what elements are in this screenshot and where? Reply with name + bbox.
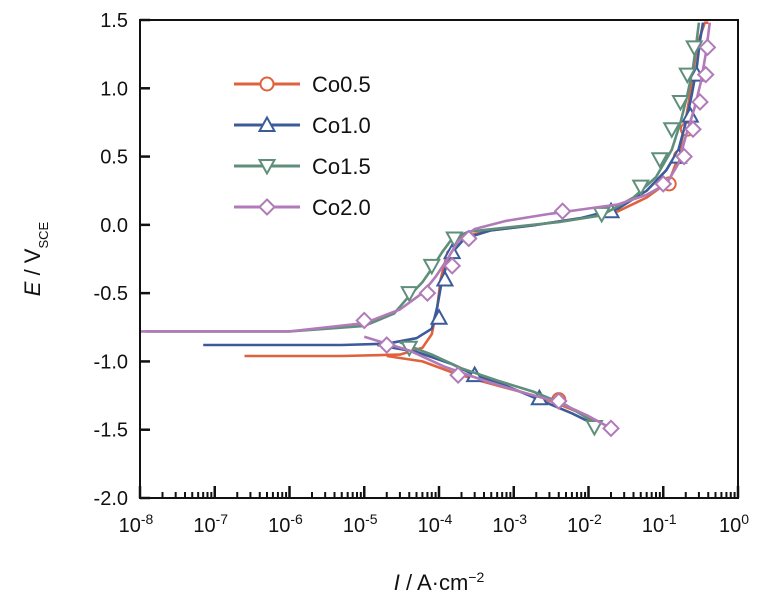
x-axis-title-exponent: −2 (468, 569, 484, 585)
legend-marker (258, 198, 276, 216)
x-tick-label-exponent: -2 (589, 511, 602, 527)
series-point-Co2.0-cathodic (377, 336, 396, 354)
x-axis-title-symbol: I (394, 570, 400, 595)
series-point-Co2.0 (691, 93, 709, 111)
y-tick-label: 1.0 (100, 78, 128, 100)
series-line-Co0.5-cathodic (386, 354, 601, 426)
x-axis-title-unit: / A·cm (400, 570, 468, 595)
series-layer (140, 21, 717, 438)
series-point-Co1.5-cathodic (585, 419, 604, 437)
series-point-Co2.0 (696, 65, 715, 84)
legend-marker (257, 115, 277, 132)
series-point-Co2.0 (355, 311, 374, 330)
series-point-Co2.0 (684, 120, 702, 139)
x-tick-label: 10-1 (642, 511, 677, 537)
series-point-Co2.0 (443, 256, 462, 275)
x-tick-label-exponent: 0 (741, 511, 749, 527)
series-point-Co1.0 (429, 308, 449, 325)
x-tick-label-exponent: -5 (365, 511, 378, 527)
series-point-Co2.0 (459, 229, 478, 248)
legend-label: Co1.0 (312, 113, 371, 138)
series-point-Co1.5 (422, 258, 441, 276)
legend-label: Co1.5 (312, 154, 371, 179)
x-tick-label-base: 10 (567, 515, 589, 537)
x-tick-label-exponent: -3 (515, 511, 528, 527)
series-point-Co2.0-cathodic (549, 392, 568, 410)
tick-labels-layer: 10-8 10-7 10-6 10-5 10-4 10-3 10-2 10-1 1001.51.… (94, 10, 750, 537)
series-point-Co1.5 (662, 122, 681, 139)
y-tick-label: 0.0 (100, 215, 128, 237)
y-tick-label: 0.5 (100, 147, 128, 169)
x-tick-label-base: 10 (418, 515, 440, 537)
x-tick-label-base: 10 (343, 515, 365, 537)
series-point-Co1.5 (631, 179, 650, 197)
series-line-Co1.0-cathodic (377, 343, 595, 426)
x-tick-label-base: 10 (119, 515, 141, 537)
series-line-Co1.0 (203, 22, 705, 347)
series-point-Co1.0 (435, 269, 455, 287)
series-line-Co2.0 (140, 22, 712, 333)
x-tick-label: 10-2 (567, 511, 602, 537)
x-tick-label-base: 10 (193, 515, 215, 537)
series-point-Co1.5 (671, 94, 690, 112)
x-tick-label-exponent: -6 (290, 511, 303, 527)
x-tick-label: 10-4 (418, 511, 453, 537)
series-line-Co2.0-cathodic (363, 335, 612, 430)
series-line-Co1.5 (145, 22, 701, 333)
y-tick-label: -1.0 (94, 351, 128, 373)
series-point-Co1.5 (685, 40, 704, 57)
legend: Co0.5 Co1.0 Co1.5 Co2.0 (234, 72, 371, 220)
x-tick-label: 100 (719, 511, 749, 537)
legend-label: Co2.0 (312, 195, 371, 220)
series-point-Co1.5 (445, 231, 464, 249)
series-point-Co2.0 (698, 38, 717, 57)
x-tick-label: 10-5 (343, 511, 378, 537)
series-point-Co1.5 (678, 67, 697, 85)
x-tick-label: 10-6 (268, 511, 303, 537)
x-tick-label-base: 10 (492, 515, 514, 537)
series-point-Co1.5 (400, 286, 419, 303)
y-axis-title-unit: / V (20, 248, 45, 281)
y-tick-label: -2.0 (94, 488, 128, 510)
y-tick-label: -0.5 (94, 283, 128, 305)
legend-marker (259, 76, 275, 92)
series-point-Co2.0 (553, 202, 572, 221)
y-axis-title-subscript: SCE (36, 221, 51, 248)
series-point-Co2.0 (654, 174, 673, 193)
ticks-layer (138, 18, 740, 500)
series-point-Co2.0-cathodic (449, 366, 467, 384)
x-tick-label-exponent: -4 (440, 511, 453, 527)
y-axis-title-symbol: E (20, 281, 45, 296)
x-tick-label: 10-8 (119, 511, 154, 537)
y-tick-label: -1.5 (94, 420, 128, 442)
x-tick-label: 10-3 (492, 511, 527, 537)
y-axis-title: E / VSCE (20, 221, 51, 296)
x-tick-label-base: 10 (268, 515, 290, 537)
x-axis-title: I / A·cm−2 (394, 569, 485, 595)
x-tick-label-base: 10 (719, 515, 741, 537)
series-point-Co2.0-cathodic (602, 419, 620, 438)
x-tick-label-base: 10 (642, 515, 664, 537)
x-tick-label-exponent: -7 (216, 511, 229, 527)
y-tick-label: 1.5 (100, 10, 128, 32)
series-point-Co1.5 (650, 152, 670, 169)
series-point-Co2.0 (675, 147, 694, 166)
legend-label: Co0.5 (312, 72, 371, 97)
x-tick-label: 10-7 (193, 511, 228, 537)
series-point-Co2.0 (418, 284, 437, 303)
series-line-Co1.5-cathodic (399, 341, 599, 431)
x-tick-label-exponent: -8 (141, 511, 154, 527)
x-tick-label-exponent: -1 (664, 511, 677, 527)
legend-marker (257, 159, 277, 176)
